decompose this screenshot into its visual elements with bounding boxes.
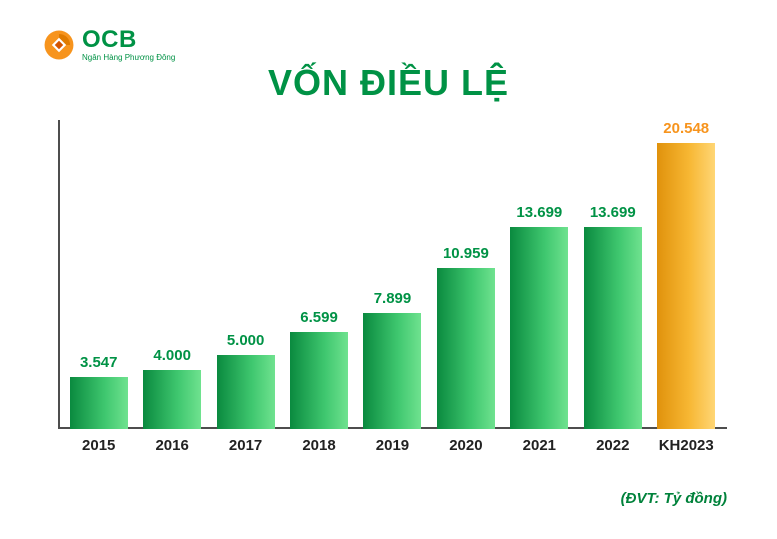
x-axis-label: 2020: [429, 429, 502, 459]
bar: 3.547: [62, 120, 135, 429]
bar: 5.000: [209, 120, 282, 429]
bar-value-label: 4.000: [153, 347, 191, 364]
x-axis-label: KH2023: [650, 429, 723, 459]
x-axis-label: 2018: [282, 429, 355, 459]
bar: 7.899: [356, 120, 429, 429]
bars-container: 3.547 4.000 5.000 6.599 7.899 10.959 13.699 13.…: [58, 120, 727, 429]
bar-rect: [584, 227, 642, 429]
bar-rect: [143, 370, 201, 429]
bar: 13.699: [576, 120, 649, 429]
x-axis-label: 2016: [135, 429, 208, 459]
bar-chart: 3.547 4.000 5.000 6.599 7.899 10.959 13.699 13.…: [58, 120, 727, 459]
logo-coin-icon: [42, 28, 76, 62]
bar-rect: [70, 377, 128, 429]
x-axis-label: 2015: [62, 429, 135, 459]
x-labels: 20152016201720182019202020212022KH2023: [58, 429, 727, 459]
bar: 6.599: [282, 120, 355, 429]
bar-value-label: 5.000: [227, 332, 265, 349]
x-axis-label: 2017: [209, 429, 282, 459]
bar: 10.959: [429, 120, 502, 429]
logo-text: OCB Ngân Hàng Phương Đông: [82, 28, 175, 62]
bar-value-label: 3.547: [80, 354, 118, 371]
bar-rect: [510, 227, 568, 429]
chart-title: VỐN ĐIỀU LỆ: [0, 62, 777, 104]
bar: 4.000: [135, 120, 208, 429]
bar-rect: [217, 355, 275, 429]
bar-value-label: 7.899: [374, 290, 412, 307]
bar: 20.548: [650, 120, 723, 429]
bar-value-label: 10.959: [443, 245, 489, 262]
bar: 13.699: [503, 120, 576, 429]
logo-tagline: Ngân Hàng Phương Đông: [82, 54, 175, 62]
bar-rect: [363, 313, 421, 429]
bar-rect: [290, 332, 348, 429]
bar-rect: [657, 143, 715, 429]
x-axis-label: 2022: [576, 429, 649, 459]
bar-value-label: 20.548: [663, 120, 709, 137]
logo-brand: OCB: [82, 28, 175, 52]
unit-note: (ĐVT: Tỷ đồng): [621, 490, 727, 507]
x-axis-label: 2021: [503, 429, 576, 459]
bar-rect: [437, 268, 495, 429]
bar-value-label: 6.599: [300, 309, 338, 326]
x-axis-label: 2019: [356, 429, 429, 459]
bar-value-label: 13.699: [590, 204, 636, 221]
logo: OCB Ngân Hàng Phương Đông: [42, 28, 175, 62]
bar-value-label: 13.699: [516, 204, 562, 221]
